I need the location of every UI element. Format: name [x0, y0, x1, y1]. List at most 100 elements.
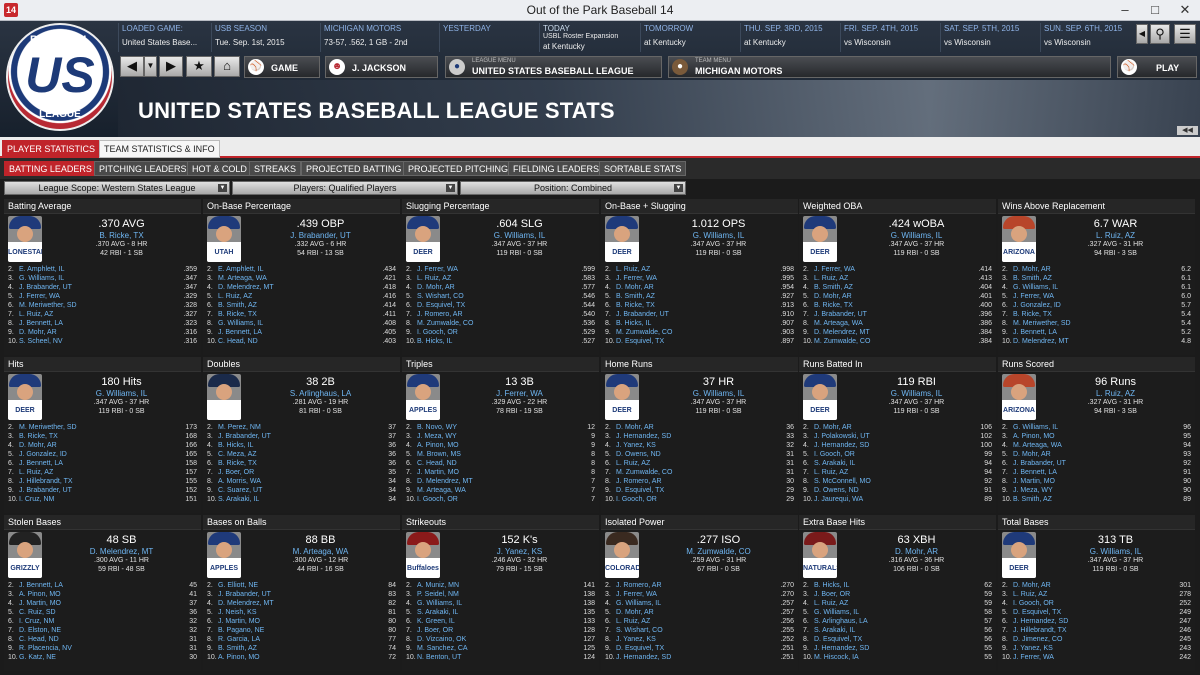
row-player-link[interactable]: L. Ruiz, AZ: [1013, 591, 1048, 598]
position-dropdown[interactable]: Position: Combined ▼: [460, 181, 686, 195]
row-player-link[interactable]: J. Boer, OR: [218, 469, 255, 476]
maximize-icon[interactable]: □: [1151, 2, 1159, 17]
row-player-link[interactable]: I. Gooch, OR: [417, 496, 458, 503]
star-icon[interactable]: ★: [186, 56, 212, 77]
row-player-link[interactable]: J. Gonzalez, ID: [19, 451, 67, 458]
leader-name[interactable]: B. Ricke, TX: [99, 231, 144, 240]
row-player-link[interactable]: I. Cruz, NM: [19, 496, 55, 503]
player-photo[interactable]: LONESTAR: [8, 216, 42, 262]
player-photo[interactable]: Buffaloes: [406, 532, 440, 578]
row-player-link[interactable]: D. Melendrez, MT: [417, 478, 473, 485]
manager-button[interactable]: ☻ J. JACKSON: [325, 56, 438, 78]
row-player-link[interactable]: P. Seidel, NM: [417, 591, 459, 598]
row-player-link[interactable]: J. Bennett, LA: [19, 582, 63, 589]
row-player-link[interactable]: M. Meriwether, SD: [19, 424, 77, 431]
row-player-link[interactable]: K. Green, IL: [417, 618, 455, 625]
row-player-link[interactable]: G. Williams, IL: [1013, 284, 1059, 291]
row-player-link[interactable]: J. Bennett, LA: [218, 329, 262, 336]
row-player-link[interactable]: D. Mohr, AR: [1013, 266, 1051, 273]
row-player-link[interactable]: M. Arteaga, WA: [417, 487, 466, 494]
row-player-link[interactable]: M. Sanchez, CA: [417, 645, 468, 652]
row-player-link[interactable]: J. Ferrer, WA: [19, 293, 60, 300]
info-day-4[interactable]: FRI. SEP. 4TH, 2015 vs Wisconsin: [840, 23, 939, 52]
row-player-link[interactable]: J. Romero, AR: [616, 478, 662, 485]
player-photo[interactable]: COLORADO: [605, 532, 639, 578]
row-player-link[interactable]: G. Williams, IL: [218, 320, 264, 327]
row-player-link[interactable]: J. Brabander, UT: [19, 487, 72, 494]
leader-name[interactable]: G. Williams, IL: [692, 389, 745, 398]
row-player-link[interactable]: J. Bennett, LA: [1013, 329, 1057, 336]
row-player-link[interactable]: D. Jimenez, CO: [1013, 636, 1063, 643]
info-day-3[interactable]: THU. SEP. 3RD, 2015 at Kentucky: [740, 23, 839, 52]
player-photo[interactable]: APPLES: [406, 374, 440, 420]
row-player-link[interactable]: C. Meza, AZ: [218, 451, 257, 458]
row-player-link[interactable]: B. Smith, AZ: [218, 302, 257, 309]
row-player-link[interactable]: J. Ferrer, WA: [1013, 654, 1054, 661]
player-photo[interactable]: UTAH: [207, 216, 241, 262]
row-player-link[interactable]: M. Zumwalde, CO: [814, 338, 871, 345]
row-player-link[interactable]: D. Melendrez, MT: [218, 284, 274, 291]
row-player-link[interactable]: S. Arakaki, IL: [814, 460, 856, 467]
leader-name[interactable]: G. Williams, IL: [95, 389, 148, 398]
row-player-link[interactable]: D. Mohr, AR: [19, 442, 57, 449]
row-player-link[interactable]: J. Neish, KS: [218, 609, 257, 616]
row-player-link[interactable]: G. Williams, IL: [616, 600, 662, 607]
row-player-link[interactable]: A. Pinon, MO: [218, 654, 260, 661]
row-player-link[interactable]: S. Arlinghaus, LA: [814, 618, 868, 625]
close-icon[interactable]: ✕: [1179, 2, 1191, 17]
row-player-link[interactable]: N. Benton, UT: [417, 654, 462, 661]
row-player-link[interactable]: J. Brabander, UT: [218, 433, 271, 440]
row-player-link[interactable]: S. Arakaki, IL: [417, 609, 459, 616]
row-player-link[interactable]: J. Hillebrandt, TX: [1013, 627, 1067, 634]
row-player-link[interactable]: M. Zumwalde, CO: [417, 320, 474, 327]
row-player-link[interactable]: L. Ruiz, AZ: [814, 600, 849, 607]
row-player-link[interactable]: J. Ferrer, WA: [417, 266, 458, 273]
row-player-link[interactable]: D. Mohr, AR: [1013, 582, 1051, 589]
player-photo[interactable]: ARIZONA: [1002, 216, 1036, 262]
row-player-link[interactable]: J. Boer, OR: [417, 627, 454, 634]
row-player-link[interactable]: D. Esquivel, TX: [616, 645, 665, 652]
row-player-link[interactable]: J. Ferrer, WA: [616, 275, 657, 282]
leader-name[interactable]: M. Arteaga, WA: [292, 547, 349, 556]
tab-pitching-leaders[interactable]: PITCHING LEADERS: [94, 161, 192, 176]
home-icon[interactable]: ⌂: [214, 56, 240, 77]
row-player-link[interactable]: L. Ruiz, AZ: [814, 275, 849, 282]
row-player-link[interactable]: M. Zumwalde, CO: [616, 329, 673, 336]
play-button[interactable]: ⚾ PLAY: [1117, 56, 1197, 78]
row-player-link[interactable]: I. Gooch, OR: [616, 496, 657, 503]
row-player-link[interactable]: S. Arakaki, IL: [814, 627, 856, 634]
tab-projected-batting[interactable]: PROJECTED BATTING: [301, 161, 407, 176]
tab-batting-leaders[interactable]: BATTING LEADERS: [4, 161, 97, 176]
info-today[interactable]: TODAY USBL Roster Expansion at Kentucky: [539, 23, 639, 52]
row-player-link[interactable]: B. Smith, AZ: [218, 645, 257, 652]
info-day-5[interactable]: SAT. SEP. 5TH, 2015 vs Wisconsin: [940, 23, 1039, 52]
leader-name[interactable]: G. Williams, IL: [890, 389, 943, 398]
row-player-link[interactable]: B. Novo, WY: [417, 424, 458, 431]
row-player-link[interactable]: J. Meza, WY: [417, 433, 457, 440]
leader-name[interactable]: L. Ruiz, AZ: [1095, 389, 1136, 398]
row-player-link[interactable]: D. Mohr, AR: [616, 284, 654, 291]
player-photo[interactable]: DEER: [406, 216, 440, 262]
row-player-link[interactable]: C. Suarez, UT: [218, 487, 263, 494]
row-player-link[interactable]: D. Esquivel, TX: [417, 302, 466, 309]
row-player-link[interactable]: J. Meza, WY: [1013, 487, 1053, 494]
league-menu-button[interactable]: ● LEAGUE MENU UNITED STATES BASEBALL LEA…: [445, 56, 662, 78]
leader-name[interactable]: M. Zumwalde, CO: [686, 547, 751, 556]
row-player-link[interactable]: J. Polakowski, UT: [814, 433, 870, 440]
row-player-link[interactable]: C. Head, ND: [19, 636, 59, 643]
row-player-link[interactable]: J. Brabander, UT: [616, 311, 669, 318]
row-player-link[interactable]: J. Jaurequi, WA: [814, 496, 864, 503]
leader-name[interactable]: J. Yanez, KS: [496, 547, 543, 556]
row-player-link[interactable]: J. Romero, AR: [616, 582, 662, 589]
info-day-6[interactable]: SUN. SEP. 6TH, 2015 vs Wisconsin: [1040, 23, 1134, 52]
row-player-link[interactable]: B. Hicks, IL: [814, 582, 850, 589]
leader-name[interactable]: S. Arlinghaus, LA: [289, 389, 352, 398]
tab-sortable-stats[interactable]: SORTABLE STATS: [599, 161, 687, 176]
row-player-link[interactable]: J. Boer, OR: [814, 591, 851, 598]
row-player-link[interactable]: J. Martin, MO: [218, 618, 261, 625]
row-player-link[interactable]: B. Ricke, TX: [616, 302, 655, 309]
tab-player-statistics[interactable]: PLAYER STATISTICS: [2, 140, 101, 158]
player-photo[interactable]: DEER: [803, 374, 837, 420]
player-photo[interactable]: [207, 374, 241, 420]
search-icon[interactable]: ⚲: [1150, 24, 1170, 44]
